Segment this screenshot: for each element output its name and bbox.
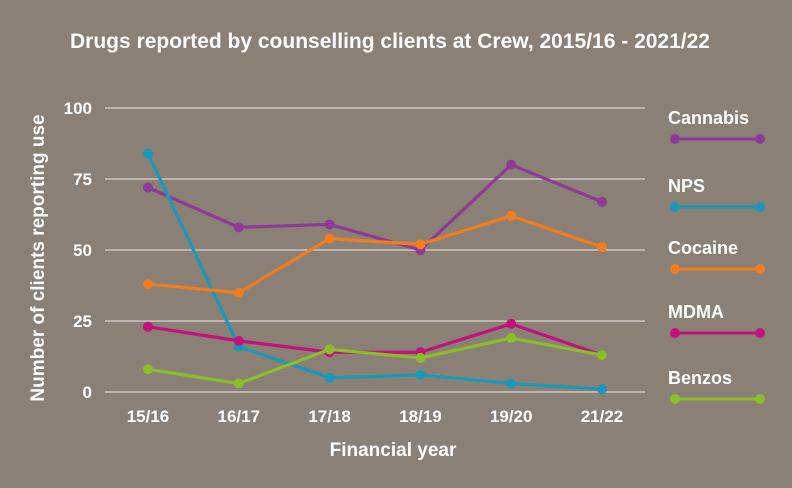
cocaine-line (147, 214, 603, 295)
benzos-point (324, 344, 335, 355)
y-tick-label: 25 (73, 312, 92, 331)
mdma-point (233, 335, 244, 346)
legend-marker (755, 264, 765, 274)
nps-point (143, 148, 153, 159)
legend-label: Benzos (668, 368, 732, 388)
legend: Cannabis NPS Cocaine MDMA Benzos (668, 108, 765, 404)
y-tick-label: 50 (73, 241, 92, 260)
benzos-point (143, 364, 153, 375)
cannabis-point (143, 182, 153, 193)
nps-point (506, 378, 517, 389)
series-benzos (143, 333, 607, 389)
legend-marker (670, 394, 680, 404)
nps-point (324, 372, 335, 383)
series-cannabis (143, 159, 607, 255)
legend-item-benzos: Benzos (668, 368, 765, 404)
legend-label: Cannabis (668, 108, 749, 128)
legend-marker (755, 202, 765, 212)
mdma-point (143, 321, 153, 332)
legend-label: MDMA (668, 302, 724, 322)
y-tick-label: 100 (64, 99, 92, 118)
legend-marker (670, 134, 680, 144)
nps-line (146, 152, 603, 391)
benzos-point (415, 352, 426, 363)
y-tick-label: 0 (83, 383, 92, 402)
cannabis-point (324, 219, 335, 230)
cannabis-point (506, 159, 517, 170)
x-tick-label: 19/20 (490, 407, 533, 426)
y-tick-label: 75 (73, 170, 92, 189)
x-tick-label: 17/18 (308, 407, 351, 426)
cocaine-point (597, 242, 607, 253)
benzos-point (506, 333, 517, 344)
mdma-point (506, 318, 517, 329)
x-tick-label: 15/16 (127, 407, 170, 426)
legend-item-cocaine: Cocaine (668, 238, 765, 274)
x-tick-label: 18/19 (399, 407, 442, 426)
cocaine-point (143, 279, 153, 290)
cocaine-point (233, 287, 244, 298)
x-axis-ticks: 15/16 16/17 17/18 18/19 19/20 21/22 (127, 407, 624, 426)
cannabis-line (147, 163, 603, 252)
y-axis-ticks: 0 25 50 75 100 (64, 99, 92, 402)
series-nps (143, 148, 607, 395)
cocaine-point (506, 210, 517, 221)
benzos-point (233, 378, 244, 389)
x-tick-label: 21/22 (581, 407, 624, 426)
nps-point (415, 369, 426, 380)
legend-item-nps: NPS (668, 176, 765, 212)
series-cocaine (143, 210, 607, 298)
benzos-point (597, 350, 607, 361)
mdma-line (147, 322, 603, 357)
series (143, 148, 607, 395)
legend-marker (670, 202, 680, 212)
legend-marker (670, 264, 680, 274)
nps-point (597, 384, 607, 395)
legend-item-cannabis: Cannabis (668, 108, 765, 144)
legend-marker (670, 328, 680, 338)
cannabis-point (597, 196, 607, 207)
cocaine-point (415, 239, 426, 250)
cannabis-point (233, 222, 244, 233)
y-axis-label: Number of clients reporting use (28, 114, 49, 401)
legend-label: NPS (668, 176, 705, 196)
benzos-line (147, 336, 603, 386)
legend-label: Cocaine (668, 238, 738, 258)
x-axis-label: Financial year (330, 440, 457, 461)
legend-item-mdma: MDMA (668, 302, 765, 338)
legend-marker (755, 328, 765, 338)
chart-title: Drugs reported by counselling clients at… (70, 30, 710, 53)
cocaine-point (324, 233, 335, 244)
legend-marker (755, 134, 765, 144)
x-tick-label: 16/17 (218, 407, 261, 426)
legend-marker (755, 394, 765, 404)
